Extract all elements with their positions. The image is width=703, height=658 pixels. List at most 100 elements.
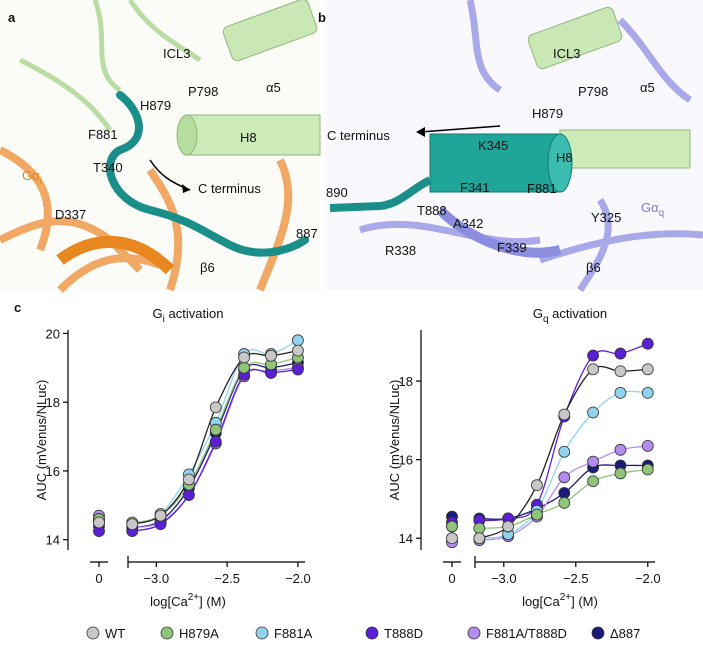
legend-label: WT [105,626,125,641]
panel-letter: a [8,10,16,25]
chart-title-part: i [163,314,165,325]
y-tick-label: 18 [46,395,60,410]
g-label-main: Gα [22,168,40,183]
residue-label: 887 [296,226,318,241]
x-tick-label: −2.0 [285,571,311,586]
data-point [502,520,515,533]
chart-title-part: activation [549,306,608,321]
data-point [641,363,654,376]
g-label-sub: q [659,208,665,219]
x-tick-label: −2.5 [563,571,589,586]
residue-label: K345 [478,138,508,153]
y-tick-label: 16 [46,464,60,479]
data-point [587,363,599,376]
residue-label: F881 [88,127,118,142]
helix-h8 [559,129,691,169]
g-protein [436,206,562,258]
data-point [641,386,654,399]
chart-title-part: q [543,314,549,325]
x-tick-label: −3.0 [143,571,169,586]
data-point [238,361,251,374]
x-axis-label-part: 2+ [188,592,200,603]
residue-label: C terminus [327,128,390,143]
g-label: Gαq [641,200,664,219]
panel-letter: c [14,300,21,315]
data-point [154,509,167,522]
x-tick-label: 0 [448,571,455,586]
g-label: Gαi [22,168,42,187]
x-axis-label: log[Ca2+] (M) [150,592,226,609]
data-point [558,408,571,421]
x-tick-label: −2.0 [635,571,661,586]
chart-title: Gi activation [153,306,224,325]
x-axis-label-part: log[Ca [522,594,560,609]
residue-label: H879 [140,98,171,113]
data-point [182,489,195,501]
data-point [209,423,222,436]
data-point [558,445,571,458]
residue-label: H8 [240,130,257,145]
data-point [209,435,222,448]
g-protein [56,235,175,275]
helix-end [547,133,573,193]
residue-label: F339 [497,240,527,255]
residue-label: D337 [55,207,86,222]
legend-label: T888D [384,626,423,641]
y-tick-label: 14 [399,531,413,546]
x-axis-label-part: ] (M) [571,594,598,609]
legend-marker [591,626,605,640]
legend-marker [467,626,481,640]
residue-label: R338 [385,243,416,258]
data-point [473,532,486,545]
data-point [614,347,627,360]
y-axis-label: AUC (mVenus/NLuc) [34,380,49,501]
data-point [587,349,599,362]
x-axis-label-part: 2+ [560,592,572,603]
residue-label: P798 [188,84,218,99]
legend-label: Δ887 [610,626,640,641]
data-point [641,463,654,476]
data-point [209,401,222,414]
x-axis-label: log[Ca2+] (M) [522,592,598,609]
x-axis-label-part: ] (M) [199,594,226,609]
backbone [18,0,202,132]
data-point [292,344,304,357]
data-point [265,349,277,362]
data-point [238,351,251,364]
legend-label: F881A [274,626,313,641]
helix-end [176,114,198,156]
residue-label: P798 [578,84,608,99]
fit-line [132,368,299,532]
structure-a [0,0,321,293]
c-terminus [106,91,309,257]
data-point [473,522,486,535]
y-tick-label: 20 [46,326,60,341]
data-point [641,439,654,452]
data-point [558,487,571,499]
legend-label: F881A/T888D [486,626,567,641]
data-point [641,337,654,350]
residue-label: β6 [200,260,215,275]
data-point [587,406,599,419]
g-label-main: Gα [641,200,659,215]
helix [222,0,318,62]
panel-letter: b [318,10,326,25]
legend-marker [365,626,379,640]
residue-label: F341 [460,180,490,195]
chart-title-part: G [533,306,543,321]
data-point [558,496,571,509]
y-axis-label: AUC (mVenus/NLuc) [387,380,402,501]
residue-label: H879 [532,106,563,121]
residue-label: β6 [586,260,601,275]
data-point [614,365,627,378]
data-point [292,363,304,376]
data-point [531,479,543,492]
y-tick-label: 14 [46,533,60,548]
data-point [93,516,105,529]
legend-marker [160,626,174,640]
residue-label: α5 [266,80,281,95]
arrowhead [416,127,425,137]
data-point [614,443,627,456]
residue-label: C terminus [198,181,261,196]
